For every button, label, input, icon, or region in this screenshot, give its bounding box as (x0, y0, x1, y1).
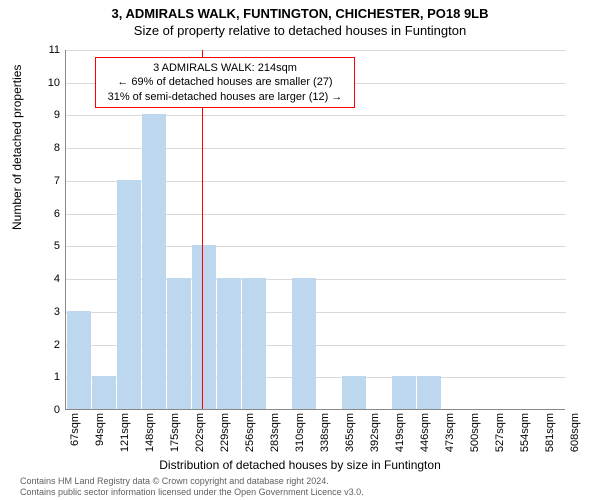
y-tick-label: 2 (35, 339, 60, 351)
y-axis-label: Number of detached properties (10, 65, 24, 230)
x-tick-label: 175sqm (169, 413, 181, 452)
x-tick-label: 392sqm (369, 413, 381, 452)
chart-title-block: 3, ADMIRALS WALK, FUNTINGTON, CHICHESTER… (0, 0, 600, 38)
x-tick-label: 202sqm (194, 413, 206, 452)
x-tick-label: 94sqm (94, 413, 106, 446)
histogram-bar (117, 180, 141, 409)
x-tick-label: 608sqm (569, 413, 581, 452)
histogram-bar (392, 376, 416, 409)
histogram-bar (142, 114, 166, 409)
x-tick-label: 229sqm (219, 413, 231, 452)
histogram-bar (417, 376, 441, 409)
histogram-bar (292, 278, 316, 409)
y-tick-label: 7 (35, 175, 60, 187)
x-tick-label: 365sqm (344, 413, 356, 452)
x-tick-label: 283sqm (269, 413, 281, 452)
footer: Contains HM Land Registry data © Crown c… (20, 476, 590, 499)
chart-subtitle: Size of property relative to detached ho… (0, 23, 600, 38)
y-tick-label: 4 (35, 273, 60, 285)
x-tick-label: 581sqm (544, 413, 556, 452)
y-tick-label: 11 (35, 44, 60, 56)
x-tick-label: 446sqm (419, 413, 431, 452)
histogram-bar (67, 311, 91, 409)
x-tick-label: 310sqm (294, 413, 306, 452)
x-tick-label: 554sqm (519, 413, 531, 452)
chart-address: 3, ADMIRALS WALK, FUNTINGTON, CHICHESTER… (0, 6, 600, 21)
chart-area: 3 ADMIRALS WALK: 214sqm ← 69% of detache… (65, 50, 565, 410)
gridline (66, 50, 566, 51)
histogram-bar (92, 376, 116, 409)
x-tick-label: 256sqm (244, 413, 256, 452)
x-tick-label: 527sqm (494, 413, 506, 452)
x-tick-label: 500sqm (469, 413, 481, 452)
annotation-line2: ← 69% of detached houses are smaller (27… (102, 75, 348, 89)
y-tick-label: 5 (35, 240, 60, 252)
y-tick-label: 9 (35, 109, 60, 121)
y-tick-label: 1 (35, 371, 60, 383)
x-tick-label: 419sqm (394, 413, 406, 452)
x-axis-label: Distribution of detached houses by size … (0, 458, 600, 472)
y-tick-label: 10 (35, 77, 60, 89)
footer-line2: Contains public sector information licen… (20, 487, 590, 498)
annotation-line3: 31% of semi-detached houses are larger (… (102, 90, 348, 104)
annotation-line1: 3 ADMIRALS WALK: 214sqm (102, 61, 348, 75)
histogram-bar (342, 376, 366, 409)
histogram-bar (192, 245, 216, 409)
reference-annotation: 3 ADMIRALS WALK: 214sqm ← 69% of detache… (95, 57, 355, 108)
y-tick-label: 8 (35, 142, 60, 154)
x-tick-label: 338sqm (319, 413, 331, 452)
histogram-bar (167, 278, 191, 409)
x-tick-label: 148sqm (144, 413, 156, 452)
x-tick-label: 473sqm (444, 413, 456, 452)
x-tick-label: 67sqm (69, 413, 81, 446)
y-tick-label: 3 (35, 306, 60, 318)
y-tick-label: 6 (35, 208, 60, 220)
histogram-bar (217, 278, 241, 409)
x-tick-label: 121sqm (119, 413, 131, 452)
histogram-bar (242, 278, 266, 409)
footer-line1: Contains HM Land Registry data © Crown c… (20, 476, 590, 487)
y-tick-label: 0 (35, 404, 60, 416)
